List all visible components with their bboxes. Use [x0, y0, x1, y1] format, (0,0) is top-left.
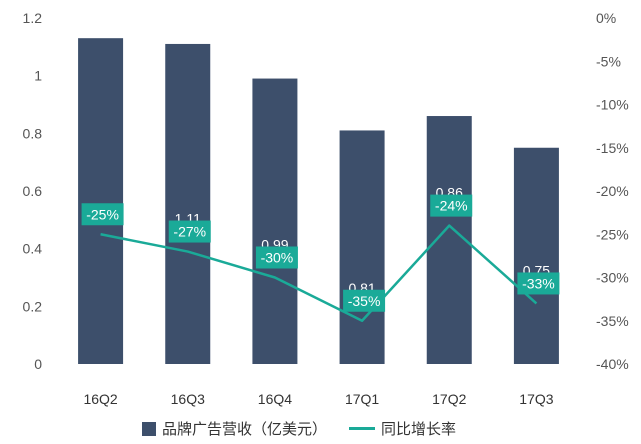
- pct-value-label: -33%: [522, 275, 555, 291]
- legend-bar-swatch: [142, 421, 156, 436]
- bar: [513, 147, 559, 364]
- x-axis: 16Q2 16Q3 16Q4 17Q1 17Q2 17Q3: [83, 391, 553, 407]
- data-labels: 1.110.990.810.860.75-25%-27%-30%-35%-24%…: [81, 185, 560, 312]
- pct-value-label: -24%: [435, 198, 468, 214]
- left-y-axis: 0 0.2 0.4 0.6 0.8 1 1.2: [23, 10, 43, 372]
- right-tick-label: -25%: [596, 226, 629, 242]
- right-tick-label: -5%: [596, 53, 621, 69]
- pct-label-box: [343, 289, 386, 312]
- right-tick-label: -20%: [596, 183, 629, 199]
- bar: [165, 43, 211, 364]
- x-tick-label: 16Q3: [171, 391, 205, 407]
- left-tick-label: 0.8: [23, 125, 43, 141]
- right-tick-label: -35%: [596, 313, 629, 329]
- legend-line-label: 同比增长率: [381, 421, 457, 438]
- x-tick-label: 17Q1: [345, 391, 379, 407]
- pct-value-label: -30%: [261, 250, 294, 266]
- growth-line: [100, 224, 538, 322]
- left-tick-label: 1.2: [23, 10, 43, 26]
- bar: [339, 130, 385, 364]
- right-y-axis: -40% -35% -30% -25% -20% -15% -10% -5% 0%: [596, 10, 629, 372]
- x-tick-label: 17Q2: [432, 391, 466, 407]
- pct-label-box: [430, 194, 473, 217]
- left-tick-label: 0.6: [23, 183, 43, 199]
- pct-label-box: [81, 203, 124, 226]
- legend-item-bar: 品牌广告营收（亿美元）: [142, 418, 327, 439]
- left-tick-label: 0.4: [23, 241, 43, 257]
- left-tick-label: 1: [34, 68, 42, 84]
- legend-item-line: 同比增长率: [349, 418, 456, 439]
- right-tick-label: -15%: [596, 140, 629, 156]
- legend-line-swatch: [349, 427, 376, 430]
- legend-bar-label: 品牌广告营收（亿美元）: [162, 421, 328, 438]
- legend: 品牌广告营收（亿美元） 同比增长率: [142, 418, 478, 439]
- right-tick-label: 0%: [596, 10, 616, 26]
- left-tick-label: 0.2: [23, 298, 43, 314]
- pct-value-label: -35%: [348, 293, 381, 309]
- right-tick-label: -10%: [596, 97, 629, 113]
- left-tick-label: 0: [34, 356, 42, 372]
- line-series: [100, 224, 538, 322]
- right-tick-label: -40%: [596, 356, 629, 372]
- pct-label-box: [255, 246, 298, 269]
- x-tick-label: 16Q4: [258, 391, 292, 407]
- pct-value-label: -27%: [173, 224, 206, 240]
- bar-series: [78, 38, 559, 365]
- x-tick-label: 16Q2: [83, 391, 117, 407]
- pct-label-box: [517, 272, 560, 295]
- bar: [252, 78, 298, 365]
- bar: [78, 38, 124, 364]
- x-tick-label: 17Q3: [519, 391, 553, 407]
- pct-value-label: -25%: [86, 206, 119, 222]
- right-tick-label: -30%: [596, 270, 629, 286]
- pct-label-box: [168, 220, 211, 243]
